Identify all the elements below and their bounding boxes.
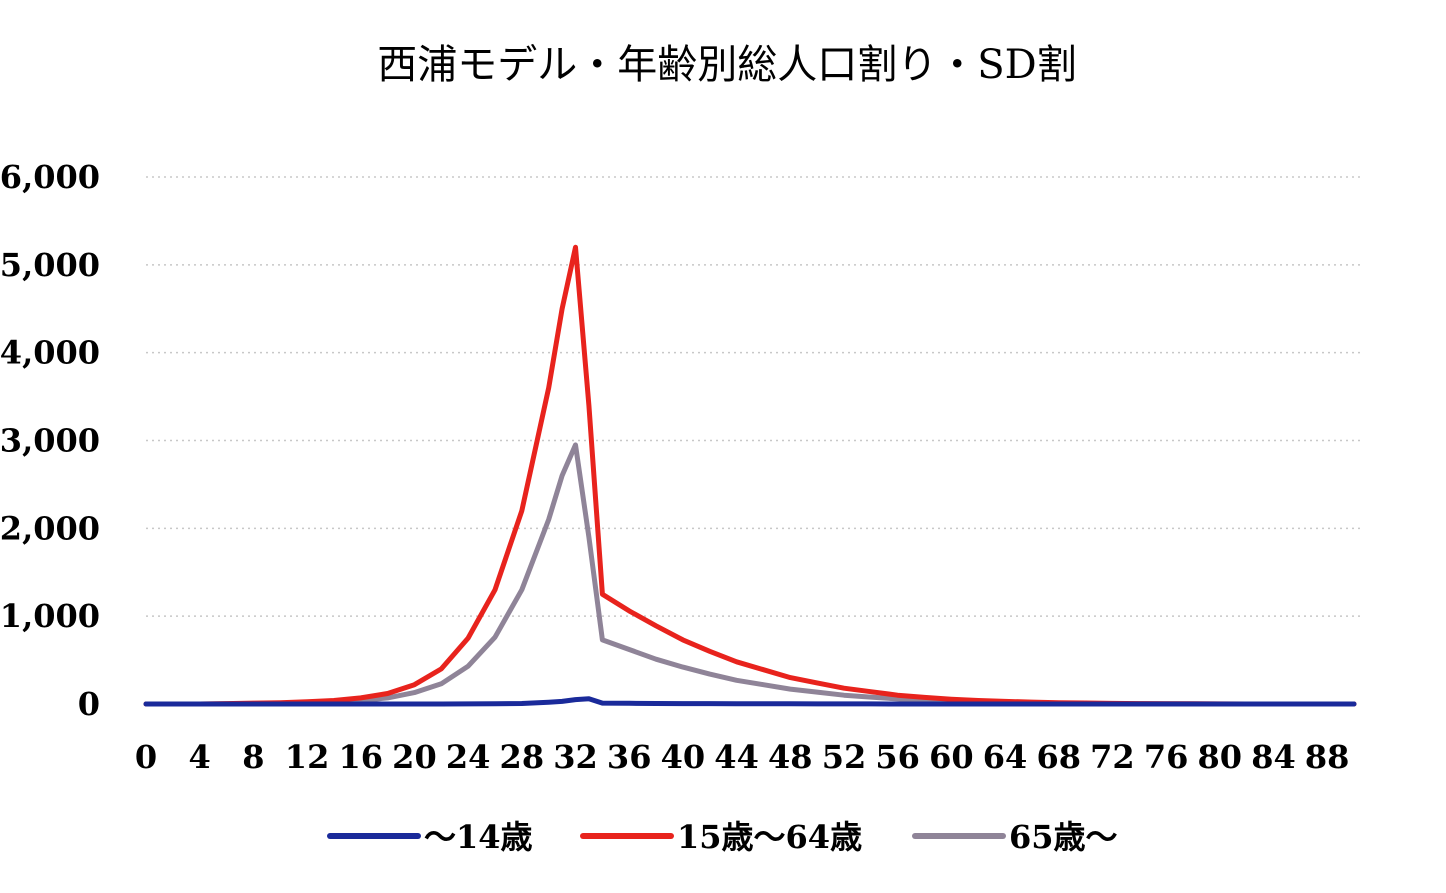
grid-lines [146, 176, 1360, 617]
x-tick-label: 44 [714, 738, 759, 776]
x-tick-label: 4 [189, 738, 211, 776]
legend: ～14歳 15歳～64歳 65歳～ [327, 818, 1118, 856]
x-tick-label: 16 [338, 738, 383, 776]
x-tick-label: 56 [875, 738, 920, 776]
legend-label: ～14歳 [424, 818, 533, 856]
x-tick-label: 88 [1305, 738, 1350, 776]
chart-title: 西浦モデル・年齢別総人口割り・SD割 [377, 42, 1076, 88]
x-tick-label: 12 [285, 738, 330, 776]
x-tick-label: 64 [983, 738, 1028, 776]
x-tick-label: 76 [1144, 738, 1189, 776]
x-axis-tick-labels: 0 4 8 12 16 20 24 28 32 36 40 44 48 52 56 60 64 68 72 76 80 8… [135, 738, 1350, 776]
series-lines [143, 244, 1357, 707]
x-tick-label: 8 [242, 738, 264, 776]
x-tick-label: 72 [1090, 738, 1135, 776]
x-tick-label: 48 [768, 738, 813, 776]
x-tick-label: 28 [500, 738, 545, 776]
x-tick-label: 60 [929, 738, 974, 776]
y-tick-label: 4,000 [0, 334, 100, 372]
legend-label: 15歳～64歳 [677, 818, 862, 856]
x-tick-label: 40 [661, 738, 706, 776]
x-tick-label: 24 [446, 738, 491, 776]
y-tick-label: 3,000 [0, 422, 100, 460]
y-axis-tick-labels: 0 1,000 2,000 3,000 4,000 5,000 6,000 [0, 158, 100, 723]
x-tick-label: 84 [1251, 738, 1296, 776]
x-tick-label: 0 [135, 738, 157, 776]
x-tick-label: 36 [607, 738, 652, 776]
y-tick-label: 6,000 [0, 158, 100, 196]
y-tick-label: 1,000 [0, 597, 100, 635]
y-tick-label: 2,000 [0, 509, 100, 547]
legend-label: 65歳～ [1009, 818, 1118, 856]
x-tick-label: 80 [1198, 738, 1243, 776]
x-tick-label: 20 [392, 738, 437, 776]
x-tick-label: 32 [553, 738, 598, 776]
y-tick-label: 0 [78, 685, 100, 723]
series-line-2 [143, 244, 1357, 707]
x-tick-label: 68 [1036, 738, 1081, 776]
y-tick-label: 5,000 [0, 246, 100, 284]
x-tick-label: 52 [822, 738, 867, 776]
series-line-1 [143, 696, 1357, 707]
